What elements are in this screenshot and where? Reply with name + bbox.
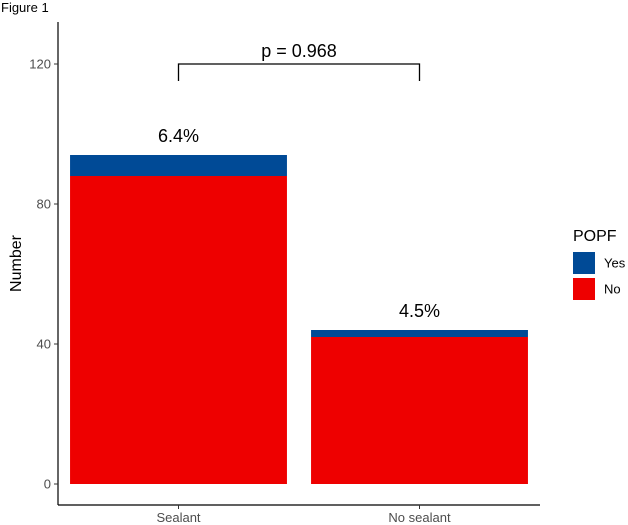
y-tick-label: 80 [37, 197, 51, 212]
bar-yes-no-sealant [311, 330, 528, 337]
legend-title: POPF [573, 228, 617, 245]
x-tick-label: Sealant [156, 510, 200, 525]
legend-key-yes [573, 252, 595, 274]
percentage-label: 6.4% [158, 126, 199, 146]
percentage-label: 4.5% [399, 301, 440, 321]
bar-no-sealant [70, 176, 287, 484]
legend-label-yes: Yes [604, 256, 626, 271]
y-tick-label: 40 [37, 337, 51, 352]
y-tick-label: 0 [44, 477, 51, 492]
bar-yes-sealant [70, 155, 287, 176]
legend-key-no [573, 278, 595, 300]
y-axis-title: Number [8, 234, 25, 292]
bar-no-no-sealant [311, 337, 528, 484]
legend: POPF Yes No [573, 228, 626, 300]
significance-bracket [177, 63, 421, 81]
legend-label-no: No [604, 282, 621, 297]
x-tick-label: No sealant [388, 510, 451, 525]
y-tick-label: 120 [29, 57, 51, 72]
bars [70, 155, 528, 484]
p-value-annotation: p = 0.968 [261, 41, 337, 61]
figure-label: Figure 1 [1, 0, 49, 15]
axes: 0 40 80 120 Number Sealant No sealant [8, 22, 540, 525]
data-labels: 6.4% 4.5% p = 0.968 [158, 41, 440, 321]
